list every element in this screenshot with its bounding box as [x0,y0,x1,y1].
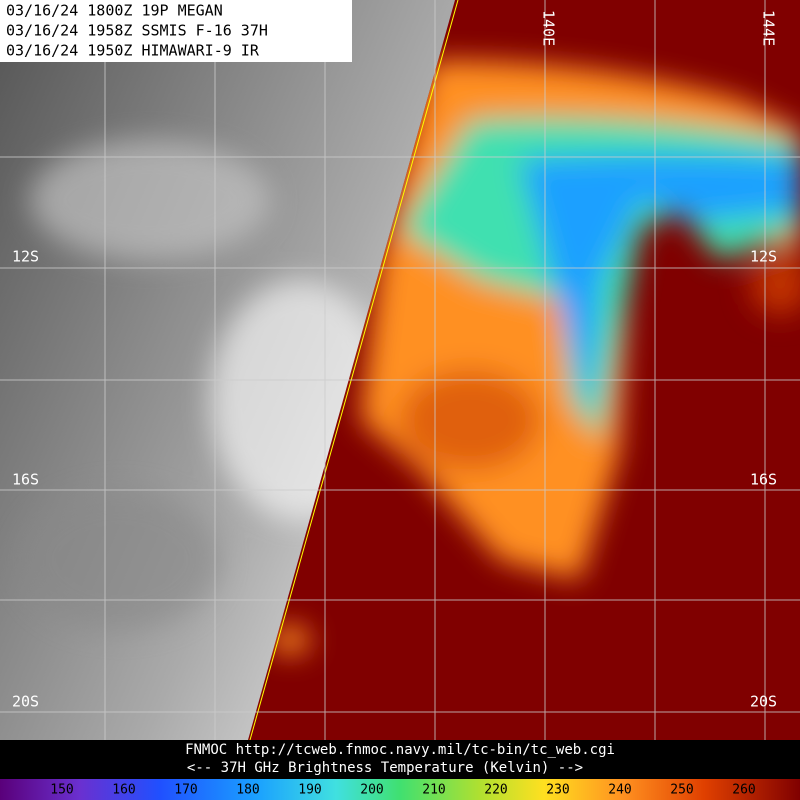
colorbar-label: 190 [298,783,321,798]
lat-label: 16S [750,471,777,489]
lat-label: 16S [12,471,39,489]
swath-edge [249,0,459,741]
header-line: 03/16/24 1958Z SSMIS F-16 37H [6,22,268,40]
colorbar-label: 170 [174,783,197,798]
lat-label: 12S [750,248,777,266]
colorbar-label: 150 [50,783,73,798]
header-line: 03/16/24 1950Z HIMAWARI-9 IR [6,42,260,60]
colorbar-label: 240 [608,783,631,798]
colorbar-label: 200 [360,783,383,798]
lat-label: 20S [12,693,39,711]
colorbar-label: 210 [422,783,445,798]
lon-label: 144E [760,10,778,46]
colorbar-label: 260 [732,783,755,798]
grid [0,0,800,740]
colorbar-label: 230 [546,783,569,798]
header-box [0,0,352,62]
colorbar-label: 180 [236,783,259,798]
colorbar-label: 160 [112,783,135,798]
colorbar [0,779,800,800]
lat-label: 20S [750,693,777,711]
lat-label: 12S [12,248,39,266]
lon-label: 140E [540,10,558,46]
footer-source: FNMOC http://tcweb.fnmoc.navy.mil/tc-bin… [185,742,615,758]
colorbar-label: 250 [670,783,693,798]
footer-caption: <-- 37H GHz Brightness Temperature (Kelv… [187,760,583,776]
colorbar-label: 220 [484,783,507,798]
header-line: 03/16/24 1800Z 19P MEGAN [6,2,223,20]
